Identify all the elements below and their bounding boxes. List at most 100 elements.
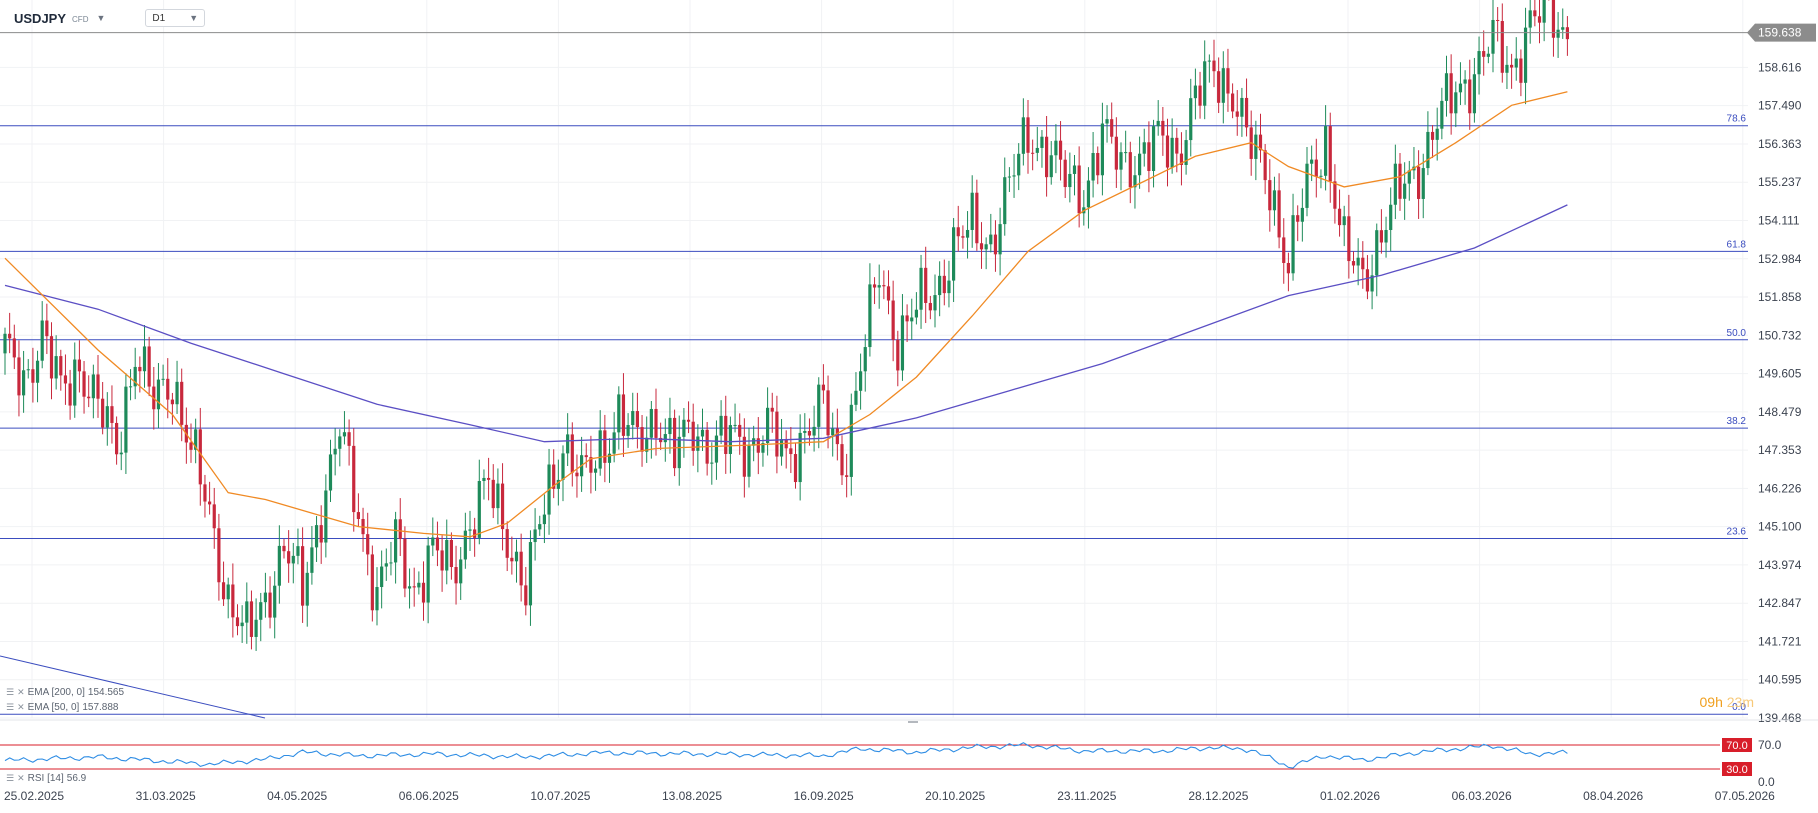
candle-body	[245, 601, 249, 623]
candle-body	[1133, 175, 1137, 188]
candle-body	[654, 408, 658, 438]
candle-body	[1398, 163, 1402, 199]
candle-body	[1175, 137, 1179, 154]
candle-body	[1337, 208, 1342, 226]
candle-body	[607, 453, 612, 463]
candle-body	[380, 566, 384, 588]
fib-level-label: 0.0	[1732, 702, 1746, 713]
candle-body	[147, 346, 151, 387]
ema200-legend[interactable]: ☰ ✕ EMA [200, 0] 154.565	[6, 687, 124, 698]
timeframe-select[interactable]: D1 ▼	[145, 9, 206, 27]
candle-body	[1565, 27, 1569, 40]
candle-body	[1221, 68, 1225, 103]
candle-body	[914, 309, 918, 318]
candle-body	[77, 359, 81, 372]
rsi-pane: 70.0 30.0 70.0 0.0	[0, 738, 1782, 789]
time-axis-label: 25.02.2025	[4, 789, 64, 803]
price-axis-label: 150.732	[1758, 328, 1802, 342]
candle-body	[142, 346, 147, 372]
candle-body	[73, 359, 77, 406]
candle-body	[435, 537, 440, 551]
candle-body	[273, 585, 277, 618]
candle-body	[961, 236, 965, 238]
candle-body	[1091, 152, 1095, 181]
candle-body	[975, 192, 979, 244]
candle-body	[747, 445, 751, 477]
candle-body	[1384, 229, 1388, 243]
candle-body	[1426, 131, 1430, 169]
candle-body	[617, 394, 621, 433]
candle-body	[180, 381, 184, 425]
candle-body	[1528, 10, 1532, 28]
time-axis[interactable]: 25.02.2025 31.03.2025 04.05.2025 06.06.2025…	[4, 789, 1775, 803]
symbol-name[interactable]: USDJPY	[14, 10, 67, 26]
last-price-badge-bg	[1747, 23, 1816, 42]
candle-body	[840, 444, 844, 476]
candle-body	[407, 586, 412, 589]
candle-body	[756, 438, 760, 453]
candle-body	[812, 426, 816, 436]
instrument-type: CFD	[72, 15, 89, 24]
close-icon[interactable]: ✕	[17, 702, 25, 712]
close-icon[interactable]: ✕	[17, 687, 25, 697]
ema50-legend[interactable]: ☰ ✕ EMA [50, 0] 157.888	[6, 702, 118, 713]
candle-body	[124, 386, 128, 453]
candle-body	[449, 539, 453, 568]
candle-body	[1328, 126, 1332, 182]
candle-body	[161, 378, 165, 380]
candle-body	[635, 411, 639, 428]
candle-body	[1356, 257, 1360, 266]
settings-icon[interactable]: ☰	[6, 702, 15, 712]
candle-body	[110, 406, 114, 423]
time-axis-label: 04.05.2025	[267, 789, 327, 803]
candle-body	[668, 417, 672, 435]
candle-body	[1207, 60, 1211, 62]
rsi-legend[interactable]: ☰ ✕ RSI [14] 56.9	[6, 773, 86, 784]
candle-countdown: 09h 23m	[1699, 694, 1754, 710]
candle-body	[1203, 61, 1207, 106]
candle-body	[1351, 261, 1356, 266]
candle-body	[1138, 153, 1142, 176]
candle-body	[1045, 136, 1049, 178]
candle-body	[524, 585, 528, 606]
candle-body	[1491, 19, 1495, 54]
candle-body	[673, 417, 677, 469]
candle-body	[1017, 153, 1021, 176]
candle-body	[115, 422, 119, 455]
close-icon[interactable]: ✕	[17, 773, 25, 783]
candle-body	[63, 375, 68, 384]
candle-body	[1272, 190, 1277, 211]
candle-body	[775, 411, 779, 457]
candle-body	[477, 481, 481, 538]
candle-body	[305, 572, 309, 606]
candle-body	[514, 551, 519, 562]
candle-body	[277, 545, 281, 586]
candle-body	[1379, 230, 1383, 243]
candle-body	[459, 559, 463, 584]
candle-body	[1189, 98, 1193, 141]
candle-body	[928, 302, 932, 311]
candle-body	[989, 234, 993, 245]
price-axis-label: 149.605	[1758, 367, 1802, 381]
candle-body	[1510, 64, 1514, 68]
candle-body	[952, 227, 956, 281]
candle-body	[394, 519, 398, 563]
symbol-dropdown-icon[interactable]: ▼	[96, 13, 106, 23]
candle-body	[431, 537, 435, 546]
candle-body	[1454, 92, 1458, 114]
candle-body	[398, 519, 402, 539]
candle-body	[1231, 93, 1235, 112]
candle-body	[1077, 165, 1081, 214]
candle-body	[566, 434, 570, 454]
candle-body	[156, 379, 161, 410]
candle-body	[663, 434, 667, 443]
candle-body	[1458, 83, 1463, 93]
ema50-value: 157.888	[82, 702, 119, 713]
settings-icon[interactable]: ☰	[6, 773, 15, 783]
price-axis[interactable]: 158.616 157.490 156.363 155.237 154.111 152.9…	[1758, 60, 1802, 725]
candle-body	[905, 315, 909, 322]
candle-body	[528, 542, 533, 606]
settings-icon[interactable]: ☰	[6, 687, 15, 697]
candle-body	[1477, 51, 1481, 75]
